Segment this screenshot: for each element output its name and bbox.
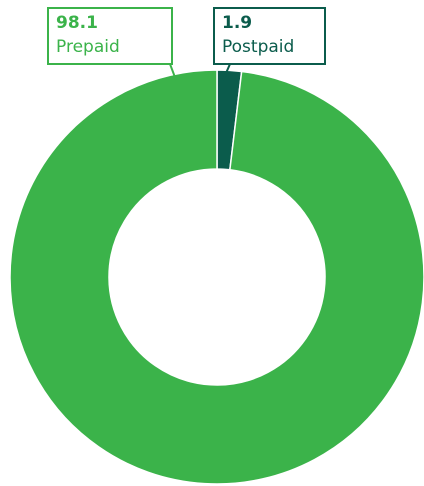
value-label: 1.9 [222, 13, 252, 33]
donut-slice [9, 69, 424, 485]
category-label: Prepaid [56, 37, 120, 57]
leader-line [169, 63, 177, 81]
label-box [213, 7, 326, 65]
category-label: Postpaid [222, 37, 294, 57]
leader-line [222, 63, 231, 81]
value-label: 98.1 [56, 13, 98, 33]
label-box [47, 7, 173, 65]
